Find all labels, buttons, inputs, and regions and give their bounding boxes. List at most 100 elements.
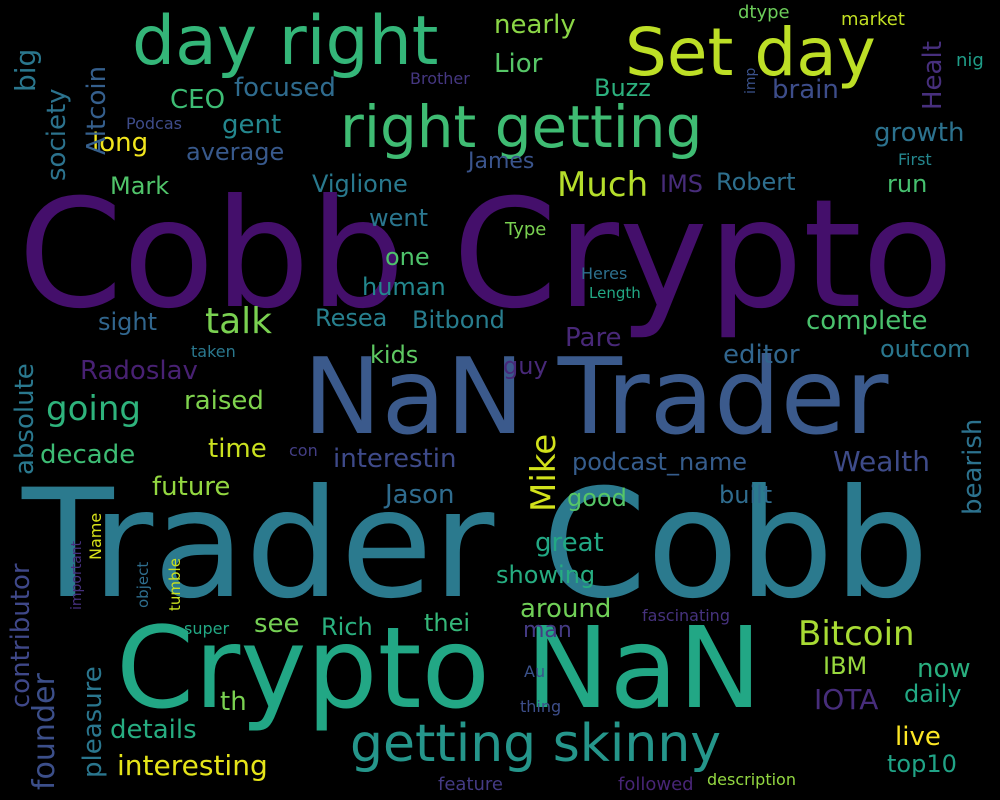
word-james: James bbox=[468, 149, 535, 174]
word-bitbond: Bitbond bbox=[412, 306, 505, 334]
word-au: Au bbox=[524, 662, 546, 681]
word-interesting: interesting bbox=[117, 749, 268, 782]
word-brother: Brother bbox=[410, 69, 470, 88]
word-great: great bbox=[535, 528, 604, 558]
word-went: went bbox=[369, 204, 429, 232]
word-daily: daily bbox=[904, 680, 962, 708]
word-podcast-name: podcast_name bbox=[572, 448, 748, 476]
word-long: long bbox=[92, 128, 149, 158]
word-pare: Pare bbox=[565, 323, 622, 353]
word-interestin: interestin bbox=[333, 444, 457, 474]
word-editor: editor bbox=[723, 340, 800, 370]
word-around: around bbox=[520, 594, 612, 624]
word-first: First bbox=[898, 150, 932, 169]
word-live: live bbox=[895, 722, 941, 752]
word-wealth: Wealth bbox=[833, 445, 930, 478]
word-heres: Heres bbox=[581, 264, 628, 283]
word-iota: IOTA bbox=[814, 683, 879, 716]
word-bearish: bearish bbox=[958, 418, 988, 515]
word-object: object bbox=[134, 561, 152, 608]
word-dtype: dtype bbox=[738, 2, 790, 23]
word-important: important bbox=[69, 540, 85, 610]
word-set-day: Set day bbox=[625, 14, 876, 91]
word-fascinating: fascinating bbox=[642, 606, 730, 625]
word-taken: taken bbox=[191, 342, 236, 361]
word-pleasure: pleasure bbox=[78, 666, 108, 778]
word-ibm: IBM bbox=[823, 652, 868, 680]
word-details: details bbox=[110, 715, 197, 745]
word-crypto-nan: Crypto NaN bbox=[116, 604, 762, 734]
word-bitcoin: Bitcoin bbox=[798, 614, 915, 654]
word-brain: brain bbox=[772, 75, 839, 105]
word-nig: nig bbox=[956, 50, 984, 71]
word-sight: sight bbox=[98, 308, 158, 336]
word-imp: imp bbox=[743, 67, 759, 94]
word-buzz: Buzz bbox=[594, 74, 651, 102]
word-thei: thei bbox=[424, 609, 471, 637]
word-focused: focused bbox=[234, 73, 336, 103]
word-viglione: Viglione bbox=[312, 170, 408, 198]
word-rich: Rich bbox=[321, 613, 373, 641]
word-growth: growth bbox=[874, 118, 965, 148]
word-human: human bbox=[362, 273, 446, 301]
word-big: big bbox=[9, 48, 42, 92]
word-podcas: Podcas bbox=[126, 114, 182, 133]
word-mike: Mike bbox=[524, 433, 564, 512]
word-lior: Lior bbox=[494, 49, 543, 79]
word-run: run bbox=[887, 170, 928, 198]
word-tumble: tumble bbox=[166, 558, 184, 611]
word-length: Length bbox=[589, 284, 641, 302]
word-going: going bbox=[46, 389, 141, 429]
word-see: see bbox=[254, 609, 300, 639]
word-jason: Jason bbox=[385, 480, 455, 510]
word-much: Much bbox=[557, 165, 649, 205]
word-name: Name bbox=[86, 512, 105, 560]
word-thing: thing bbox=[520, 697, 562, 716]
word-type: Type bbox=[505, 219, 547, 240]
word-nan-trader: NaN Trader bbox=[303, 336, 889, 458]
word-good: good bbox=[567, 484, 627, 512]
word-ims: IMS bbox=[660, 170, 704, 198]
word-robert: Robert bbox=[716, 168, 796, 196]
word-built: built bbox=[719, 481, 773, 509]
word-trader-cobb: Trader Cobb bbox=[22, 458, 929, 632]
word-absolute: absolute bbox=[10, 363, 40, 475]
word-getting-skinny: getting skinny bbox=[350, 714, 722, 774]
word-day-right: day right bbox=[132, 2, 439, 81]
word-now: now bbox=[917, 654, 971, 684]
word-talk: talk bbox=[205, 301, 273, 342]
word-mark: Mark bbox=[110, 172, 170, 200]
word-society: society bbox=[42, 88, 72, 181]
word-feature: feature bbox=[438, 774, 503, 795]
word-altcoin: Altcoin bbox=[82, 65, 112, 155]
word-super: super bbox=[184, 619, 230, 638]
word-gent: gent bbox=[222, 110, 282, 140]
word-radoslav: Radoslav bbox=[80, 356, 198, 386]
word-guy: guy bbox=[503, 352, 548, 380]
word-average: average bbox=[186, 138, 285, 166]
word-decade: decade bbox=[40, 440, 136, 470]
word-description: description bbox=[707, 770, 796, 789]
word-healt: Healt bbox=[918, 41, 948, 110]
word-resea: Resea bbox=[315, 304, 388, 332]
word-nearly: nearly bbox=[494, 10, 576, 40]
word-cobb-crypto: Cobb Crypto bbox=[18, 168, 954, 342]
word-th: th bbox=[220, 687, 247, 717]
word-outcom: outcom bbox=[880, 335, 971, 363]
word-top10: top10 bbox=[887, 750, 957, 778]
word-future: future bbox=[152, 472, 231, 502]
word-ceo: CEO bbox=[170, 85, 226, 115]
word-raised: raised bbox=[184, 386, 264, 416]
word-complete: complete bbox=[806, 306, 928, 336]
word-followed: followed bbox=[618, 774, 694, 795]
word-one: one bbox=[385, 243, 430, 271]
word-man: man bbox=[523, 618, 572, 643]
word-time: time bbox=[208, 434, 267, 464]
word-kids: kids bbox=[370, 341, 419, 369]
word-showing: showing bbox=[496, 561, 596, 589]
word-con: con bbox=[289, 441, 318, 460]
word-right-getting: right getting bbox=[340, 93, 703, 161]
word-market: market bbox=[841, 9, 905, 30]
word-contributor: contributor bbox=[6, 563, 36, 708]
